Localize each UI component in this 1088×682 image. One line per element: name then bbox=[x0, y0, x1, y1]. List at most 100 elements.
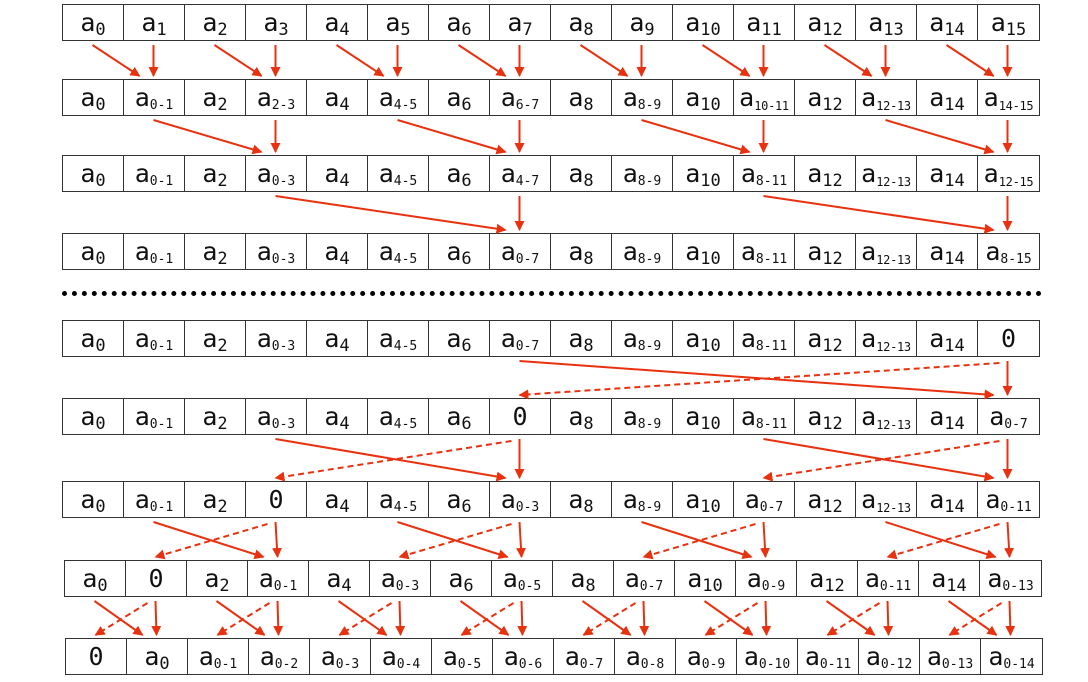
cell-subscript: 0-13 bbox=[1002, 579, 1034, 594]
cell-base: a bbox=[202, 402, 218, 431]
cell-base: a bbox=[568, 8, 584, 37]
add-arrow bbox=[763, 195, 995, 234]
cell-base: a bbox=[80, 237, 96, 266]
array-cell: a 14 bbox=[917, 482, 978, 517]
array-cell: a 0-11 bbox=[798, 639, 859, 674]
array-cell: a 10 bbox=[673, 80, 734, 115]
array-cell: a 8-9 bbox=[612, 399, 673, 434]
cell-subscript: 3 bbox=[278, 19, 289, 40]
cell-subscript: 0 bbox=[95, 413, 106, 434]
cell-base: a bbox=[500, 83, 516, 112]
cell-base: a bbox=[861, 324, 877, 353]
add-arrow bbox=[885, 119, 995, 155]
cell-base: a bbox=[381, 642, 397, 671]
cell-base: a bbox=[80, 159, 96, 188]
cell-subscript: 0-6 bbox=[518, 657, 543, 672]
array-cell: a 0-13 bbox=[920, 639, 981, 674]
cell-subscript: 4 bbox=[339, 335, 350, 356]
cell-base: 0 bbox=[268, 485, 284, 514]
cell-base: a bbox=[378, 83, 394, 112]
cell-base: a bbox=[861, 402, 877, 431]
cell-base: a bbox=[987, 564, 1003, 593]
array-cell: a 14 bbox=[917, 156, 978, 191]
cell-base: a bbox=[134, 485, 150, 514]
cell-subscript: 8-11 bbox=[755, 417, 788, 432]
cell-subscript: 10 bbox=[700, 496, 721, 517]
cell-subscript: 8 bbox=[583, 496, 594, 517]
cell-base: a bbox=[629, 8, 645, 37]
cell-subscript: 12 bbox=[822, 248, 843, 269]
cell-subscript: 2 bbox=[217, 413, 228, 434]
array-cell: a 14-15 bbox=[978, 80, 1039, 115]
cell-subscript: 4-5 bbox=[393, 417, 418, 432]
cell-subscript: 2 bbox=[217, 170, 228, 191]
cell-subscript: 0-11 bbox=[879, 579, 912, 594]
array-cell: a 0-11 bbox=[858, 561, 919, 596]
array-cell: a 4-5 bbox=[368, 321, 429, 356]
array-row-9: 0 a 0 a 0-1 a 0-2 a 0-3 a 0-4 a 0-5 a 0-6 a 0-7 a 0-8 a 0-9 a… bbox=[65, 638, 1043, 675]
cell-base: a bbox=[446, 324, 462, 353]
cell-base: a bbox=[622, 485, 638, 514]
cell-subscript: 13 bbox=[883, 19, 904, 40]
cell-base: a bbox=[202, 324, 218, 353]
cell-base: a bbox=[446, 159, 462, 188]
array-cell: a 0-5 bbox=[492, 561, 553, 596]
copy-arrow bbox=[151, 600, 162, 636]
swap-arrow bbox=[582, 602, 637, 636]
array-cell: a 12-13 bbox=[856, 234, 917, 269]
array-cell: a 12-15 bbox=[978, 156, 1039, 191]
cell-base: a bbox=[446, 237, 462, 266]
cell-subscript: 2 bbox=[217, 19, 228, 40]
array-cell: a 0-6 bbox=[493, 639, 554, 674]
array-cell: a 4-5 bbox=[368, 234, 429, 269]
cell-base: a bbox=[446, 402, 462, 431]
cell-base: a bbox=[744, 485, 760, 514]
cell-base: a bbox=[687, 564, 703, 593]
cell-subscript: 14 bbox=[944, 94, 965, 115]
cell-base: a bbox=[326, 564, 342, 593]
cell-base: a bbox=[865, 642, 881, 671]
add-arrow bbox=[763, 438, 995, 482]
add-arrow bbox=[945, 44, 995, 77]
array-cell: a 4-7 bbox=[490, 156, 551, 191]
cell-subscript: 0-7 bbox=[579, 657, 604, 672]
array-cell: a 4-5 bbox=[368, 399, 429, 434]
cell-subscript: 10-11 bbox=[754, 98, 789, 113]
cell-base: a bbox=[685, 83, 701, 112]
cell-base: a bbox=[929, 237, 945, 266]
array-cell: a 0-3 bbox=[246, 234, 307, 269]
cell-subscript: 10 bbox=[700, 413, 721, 434]
cell-subscript: 0-7 bbox=[1004, 417, 1028, 432]
add-arrow bbox=[335, 44, 385, 77]
cell-base: a bbox=[746, 564, 762, 593]
cell-subscript: 0-1 bbox=[149, 417, 174, 432]
cell-base: a bbox=[929, 485, 945, 514]
array-cell: a 10-11 bbox=[734, 80, 795, 115]
cell-base: a bbox=[378, 237, 394, 266]
swap-arrow bbox=[216, 602, 271, 636]
cell-base: a bbox=[740, 402, 756, 431]
copy-arrow bbox=[639, 600, 650, 636]
cell-subscript: 0-7 bbox=[515, 252, 540, 267]
cell-subscript: 6 bbox=[461, 94, 472, 115]
array-cell: a 0-3 bbox=[246, 399, 307, 434]
cell-base: a bbox=[134, 237, 150, 266]
array-cell: a 10 bbox=[673, 156, 734, 191]
cell-subscript: 8 bbox=[583, 335, 594, 356]
cell-subscript: 8-9 bbox=[637, 417, 662, 432]
cell-base: a bbox=[507, 8, 523, 37]
array-cell: a 4-5 bbox=[368, 156, 429, 191]
cell-subscript: 0-9 bbox=[761, 579, 786, 594]
cell-base: a bbox=[202, 83, 218, 112]
cell-base: a bbox=[446, 83, 462, 112]
cell-base: a bbox=[324, 83, 340, 112]
